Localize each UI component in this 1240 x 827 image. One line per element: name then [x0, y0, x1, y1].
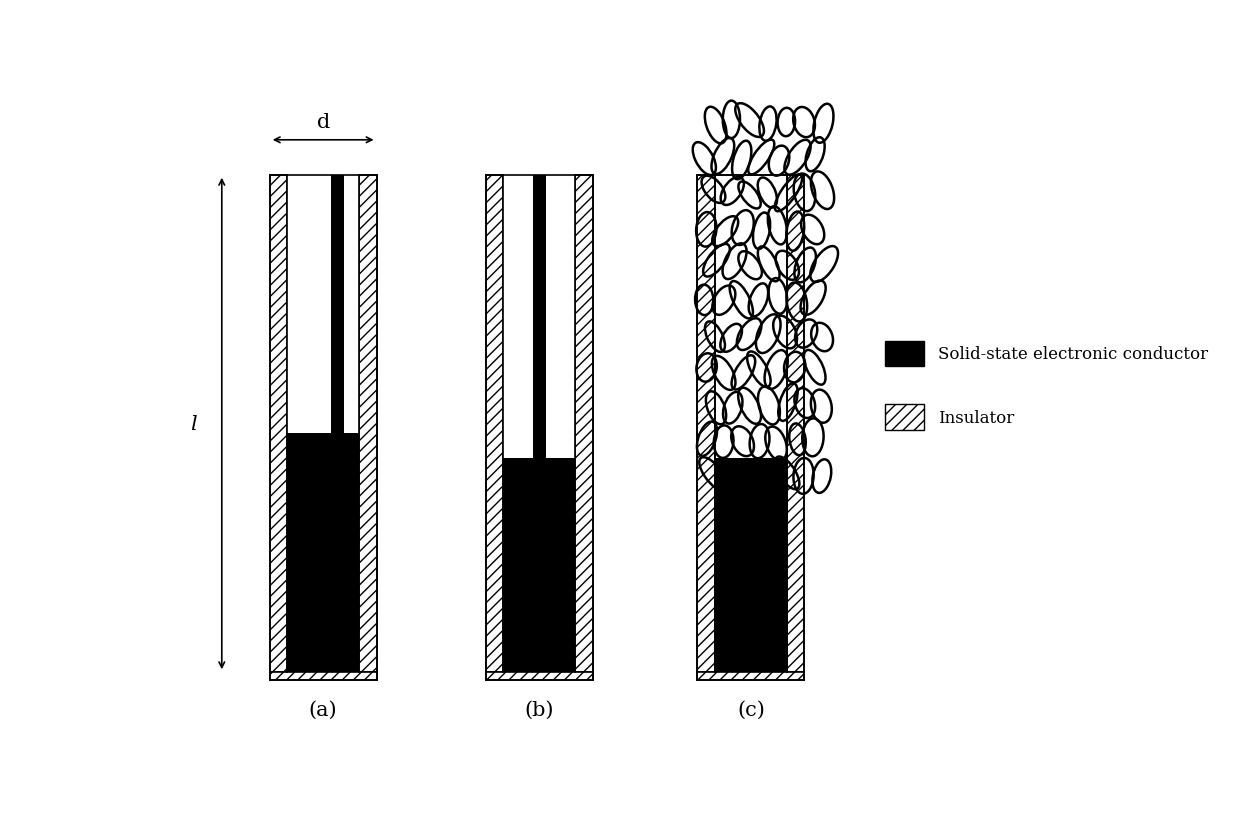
Bar: [486, 175, 503, 672]
Bar: [714, 175, 787, 459]
Bar: [331, 175, 343, 434]
Bar: [787, 175, 805, 672]
Text: l: l: [190, 414, 196, 433]
Bar: [503, 459, 575, 672]
Bar: [714, 175, 787, 459]
Bar: [714, 459, 787, 672]
Bar: [697, 175, 714, 672]
Text: (c): (c): [737, 700, 765, 719]
Bar: [288, 175, 360, 672]
Text: (b): (b): [525, 700, 554, 719]
Text: d: d: [316, 113, 330, 132]
Bar: [288, 434, 360, 672]
Bar: [360, 175, 377, 672]
Bar: [575, 175, 593, 672]
Bar: [270, 175, 288, 672]
Bar: [714, 175, 787, 672]
Bar: [503, 175, 575, 672]
Text: (a): (a): [309, 700, 337, 719]
Text: Solid-state electronic conductor: Solid-state electronic conductor: [939, 346, 1208, 362]
Bar: [486, 672, 593, 681]
Bar: [885, 405, 924, 430]
Bar: [885, 342, 924, 366]
Bar: [533, 175, 546, 672]
Bar: [697, 672, 805, 681]
Bar: [270, 672, 377, 681]
Text: Insulator: Insulator: [939, 409, 1014, 426]
